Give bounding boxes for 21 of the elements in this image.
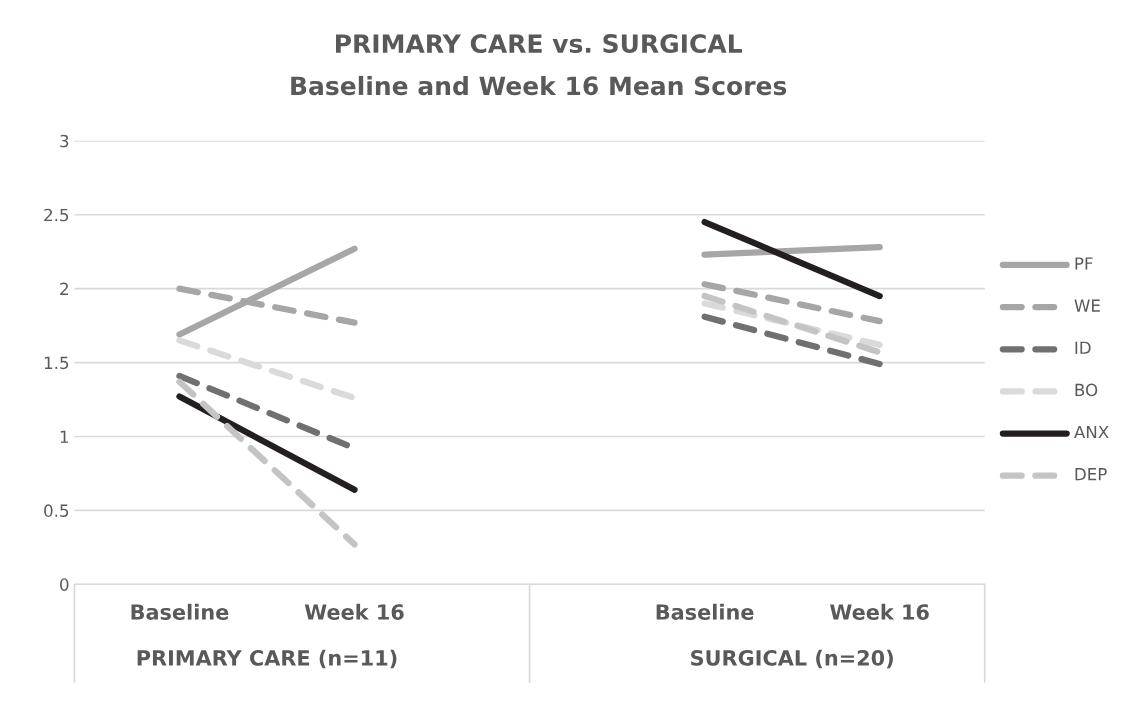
chart-subtitle: Baseline and Week 16 Mean Scores bbox=[291, 75, 787, 96]
y-tick-label: 3 bbox=[60, 134, 69, 148]
x-tick-label: Week 16 bbox=[304, 603, 404, 620]
legend-label: WE bbox=[1074, 299, 1100, 312]
chart-title: PRIMARY CARE vs. SURGICAL bbox=[336, 34, 742, 54]
y-tick-label: 1 bbox=[60, 430, 69, 443]
legend-label: ID bbox=[1075, 341, 1091, 354]
x-tick-label: Baseline bbox=[656, 603, 754, 620]
y-tick-label: 2.5 bbox=[44, 208, 69, 222]
legend-label: BO bbox=[1075, 383, 1098, 397]
y-tick-label: 0 bbox=[60, 578, 69, 591]
x-tick-label: Week 16 bbox=[830, 603, 929, 620]
legend-label: ANX bbox=[1074, 425, 1109, 439]
legend-label: DEP bbox=[1075, 468, 1107, 481]
y-tick-label: 1.5 bbox=[44, 356, 69, 370]
legend-label: PF bbox=[1075, 257, 1093, 270]
y-tick-label: 2 bbox=[60, 282, 68, 295]
x-tick-label: Baseline bbox=[131, 603, 229, 620]
y-tick-label: 0.5 bbox=[44, 504, 69, 517]
text: SURGICAL (n=20) bbox=[691, 649, 893, 669]
text: PRIMARY CARE (n=11) bbox=[137, 649, 397, 669]
